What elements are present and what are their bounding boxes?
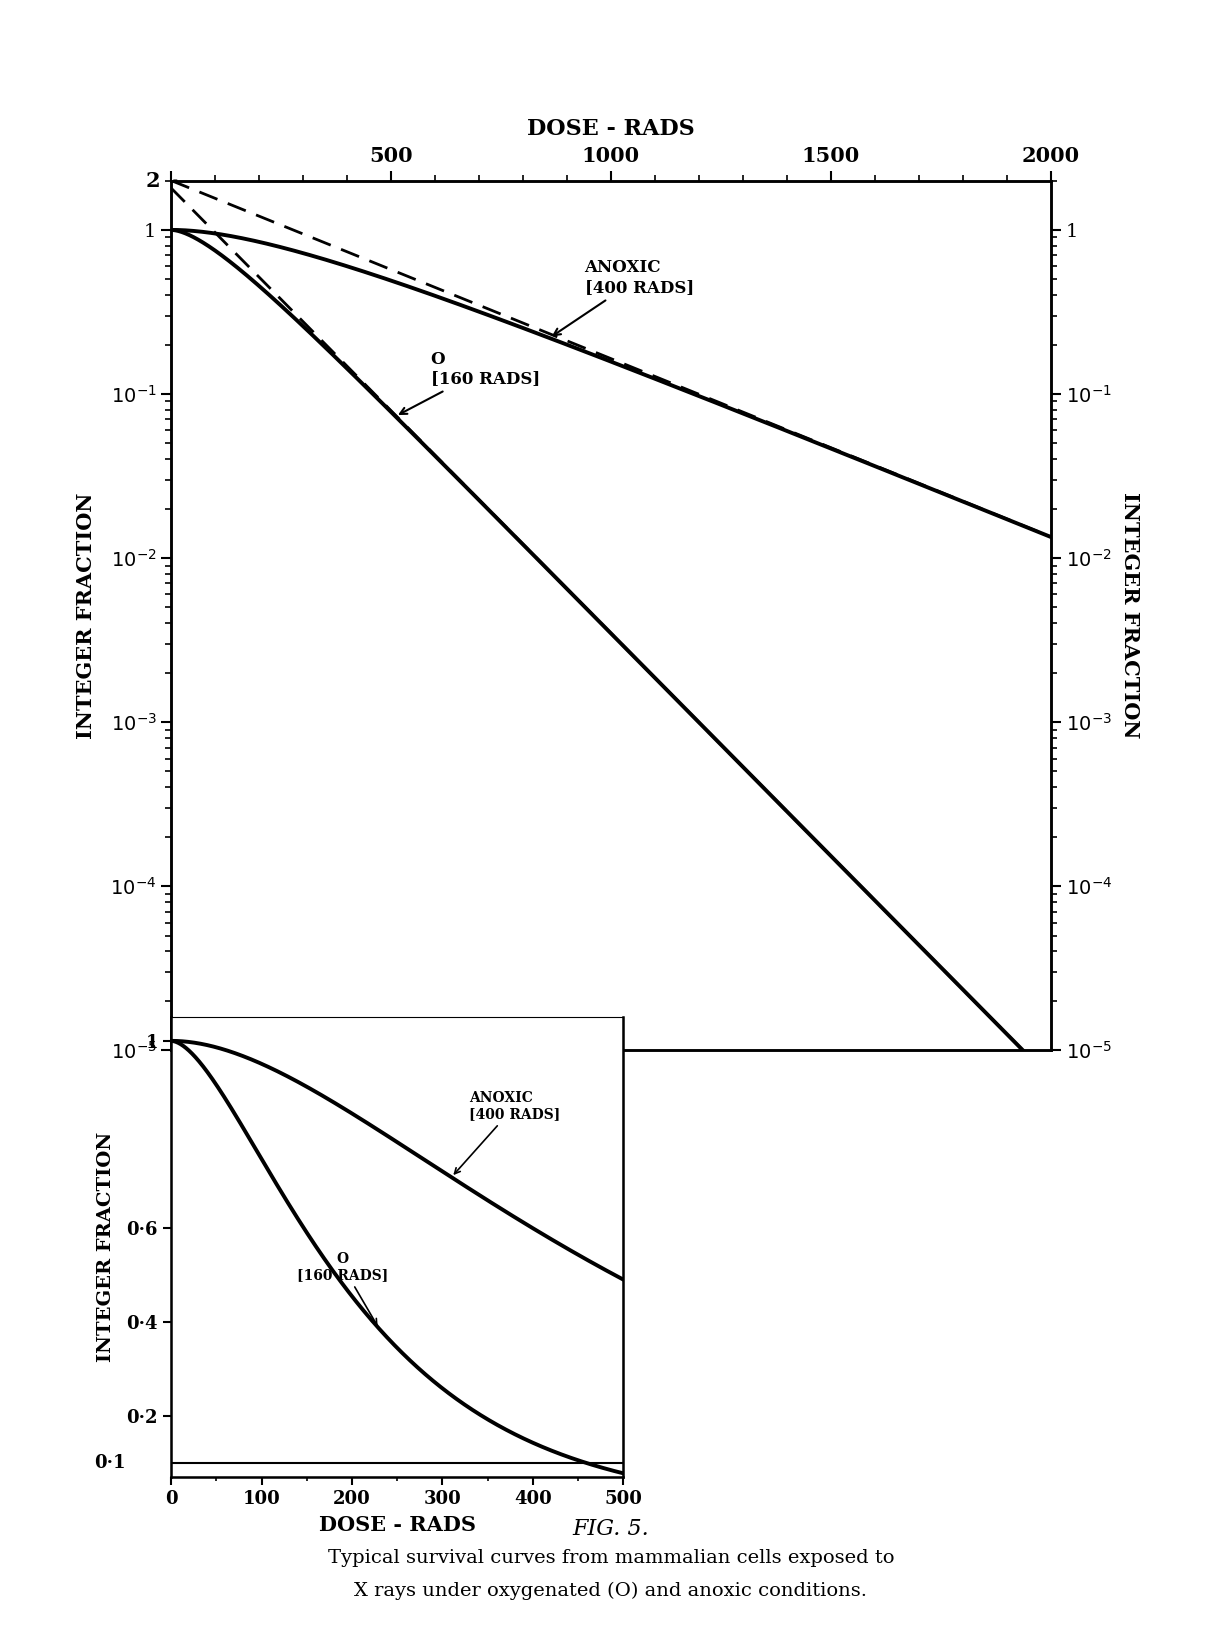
Y-axis label: INTEGER FRACTION: INTEGER FRACTION: [76, 492, 97, 738]
Text: O
[160 RADS]: O [160 RADS]: [400, 351, 540, 414]
Y-axis label: INTEGER FRACTION: INTEGER FRACTION: [98, 1132, 115, 1362]
Text: O
[160 RADS]: O [160 RADS]: [297, 1252, 389, 1324]
Text: X rays under oxygenated (O) and anoxic conditions.: X rays under oxygenated (O) and anoxic c…: [354, 1582, 868, 1600]
Text: FIG. 5.: FIG. 5.: [573, 1518, 649, 1539]
Text: Typical survival curves from mammalian cells exposed to: Typical survival curves from mammalian c…: [327, 1549, 895, 1567]
Text: 0·1: 0·1: [94, 1454, 126, 1472]
X-axis label: DOSE - RADS: DOSE - RADS: [319, 1515, 475, 1534]
Text: ANOXIC
[400 RADS]: ANOXIC [400 RADS]: [455, 1091, 561, 1173]
Y-axis label: INTEGER FRACTION: INTEGER FRACTION: [1119, 492, 1140, 738]
X-axis label: DOSE - RADS: DOSE - RADS: [527, 118, 695, 139]
Text: 2: 2: [145, 171, 160, 190]
Text: ANOXIC
[400 RADS]: ANOXIC [400 RADS]: [554, 259, 694, 335]
